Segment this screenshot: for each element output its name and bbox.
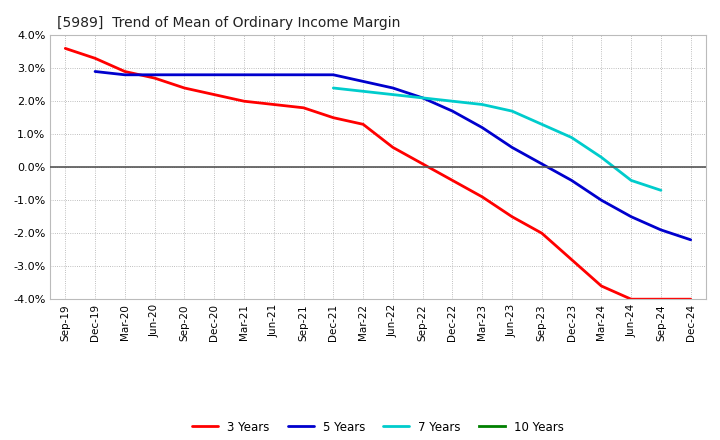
3 Years [61, 46, 70, 51]
3 Years [538, 231, 546, 236]
5 Years [597, 198, 606, 203]
3 Years [240, 99, 248, 104]
5 Years [359, 79, 367, 84]
5 Years [150, 72, 159, 77]
3 Years [448, 178, 456, 183]
3 Years [508, 214, 516, 219]
5 Years [478, 125, 487, 130]
5 Years [269, 72, 278, 77]
7 Years [508, 108, 516, 114]
3 Years [597, 283, 606, 289]
3 Years [657, 297, 665, 302]
7 Years [627, 178, 636, 183]
3 Years [269, 102, 278, 107]
Line: 3 Years: 3 Years [66, 48, 690, 299]
7 Years [418, 95, 427, 100]
7 Years [538, 121, 546, 127]
5 Years [329, 72, 338, 77]
7 Years [567, 135, 576, 140]
5 Years [627, 214, 636, 219]
Text: [5989]  Trend of Mean of Ordinary Income Margin: [5989] Trend of Mean of Ordinary Income … [57, 16, 400, 30]
5 Years [538, 161, 546, 166]
5 Years [389, 85, 397, 91]
5 Years [657, 227, 665, 232]
5 Years [240, 72, 248, 77]
Legend: 3 Years, 5 Years, 7 Years, 10 Years: 3 Years, 5 Years, 7 Years, 10 Years [187, 416, 569, 438]
7 Years [359, 88, 367, 94]
7 Years [478, 102, 487, 107]
5 Years [508, 145, 516, 150]
5 Years [180, 72, 189, 77]
7 Years [329, 85, 338, 91]
3 Years [478, 194, 487, 199]
7 Years [448, 99, 456, 104]
3 Years [567, 257, 576, 262]
5 Years [686, 237, 695, 242]
3 Years [300, 105, 308, 110]
3 Years [150, 75, 159, 81]
3 Years [180, 85, 189, 91]
5 Years [448, 108, 456, 114]
3 Years [91, 55, 99, 61]
7 Years [389, 92, 397, 97]
Line: 7 Years: 7 Years [333, 88, 661, 190]
3 Years [686, 297, 695, 302]
3 Years [120, 69, 129, 74]
5 Years [567, 178, 576, 183]
Line: 5 Years: 5 Years [95, 71, 690, 240]
3 Years [210, 92, 219, 97]
5 Years [120, 72, 129, 77]
3 Years [627, 297, 636, 302]
7 Years [657, 187, 665, 193]
5 Years [418, 95, 427, 100]
3 Years [418, 161, 427, 166]
3 Years [389, 145, 397, 150]
3 Years [359, 121, 367, 127]
5 Years [210, 72, 219, 77]
5 Years [300, 72, 308, 77]
7 Years [597, 154, 606, 160]
5 Years [91, 69, 99, 74]
3 Years [329, 115, 338, 120]
